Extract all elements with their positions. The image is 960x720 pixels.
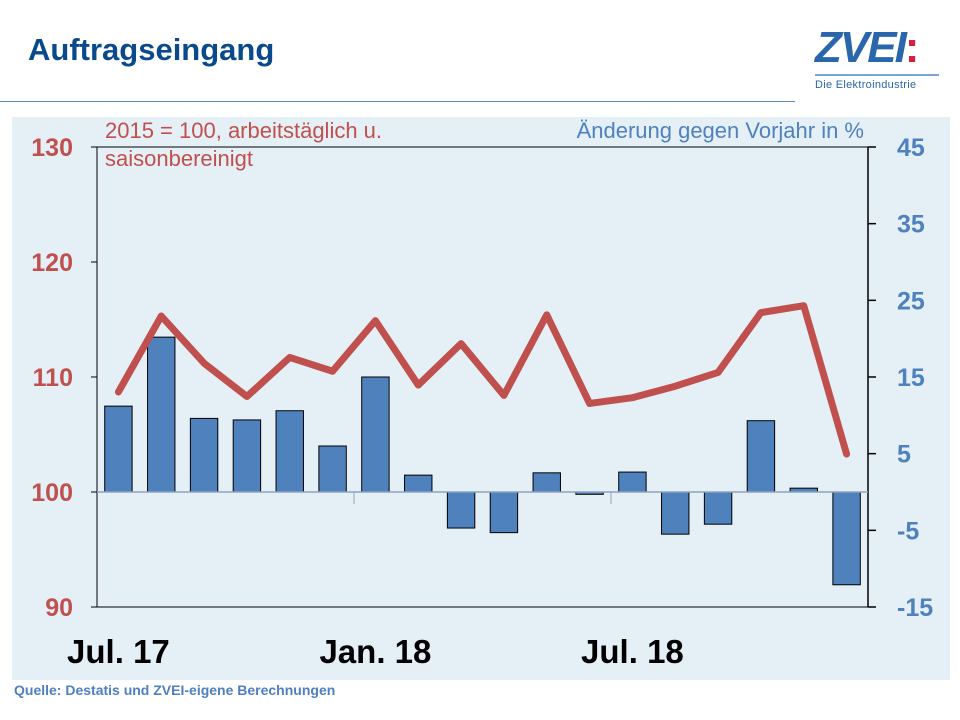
- right-axis-tick-label: 5: [897, 441, 911, 469]
- right-axis-tick-label: -5: [897, 517, 919, 545]
- bar-jul-17: [104, 405, 133, 493]
- left-axis-title: saisonbereinigt: [105, 146, 253, 171]
- bar-dec-18: [832, 491, 861, 586]
- logo-mark: ZVEI:: [815, 23, 919, 72]
- right-axis-tick-label: 25: [897, 287, 925, 315]
- right-axis-title: Änderung gegen Vorjahr in %: [577, 118, 864, 143]
- bar-oct-17: [232, 419, 262, 493]
- left-axis-tick-label: 100: [31, 479, 73, 507]
- bar-may-18: [532, 472, 561, 493]
- index-line: [114, 302, 851, 458]
- left-axis-tick-label: 110: [33, 364, 73, 392]
- x-tick-label: Jul. 18: [581, 633, 684, 670]
- right-axis-tick-label: 15: [897, 364, 925, 392]
- page-title: Auftragseingang: [28, 32, 275, 67]
- left-axis-tick-label: 120: [31, 249, 73, 277]
- right-axis-tick-label: -15: [897, 594, 933, 622]
- right-axis-tick-label: 35: [897, 211, 925, 239]
- logo-divider: [815, 74, 939, 76]
- bar-aug-17: [147, 336, 176, 493]
- bar-sep-18: [703, 491, 733, 525]
- bar-oct-18: [746, 420, 776, 493]
- title-divider: [0, 101, 795, 102]
- left-axis-title: 2015 = 100, arbeitstäglich u.: [105, 118, 382, 143]
- left-axis-tick-label: 130: [31, 134, 73, 162]
- x-tick-label: Jul. 17: [67, 633, 170, 670]
- bar-jan-18: [361, 376, 390, 493]
- bar-sep-17: [189, 417, 219, 493]
- zvei-logo: ZVEI: Die Elektroindustrie: [815, 23, 945, 91]
- right-axis-tick-label: 45: [897, 134, 925, 162]
- bar-feb-18: [404, 474, 433, 493]
- bar-jul-18: [618, 471, 647, 493]
- bar-dec-17: [318, 445, 347, 493]
- bar-nov-17: [275, 410, 304, 493]
- bar-apr-18: [489, 491, 519, 534]
- logo-subtitle: Die Elektroindustrie: [815, 79, 917, 91]
- source-note: Quelle: Destatis und ZVEI-eigene Berechn…: [14, 682, 336, 698]
- bar-aug-18: [661, 491, 690, 535]
- left-axis-tick-label: 90: [45, 594, 73, 622]
- x-tick-label: Jan. 18: [319, 633, 431, 670]
- bar-mar-18: [446, 491, 476, 529]
